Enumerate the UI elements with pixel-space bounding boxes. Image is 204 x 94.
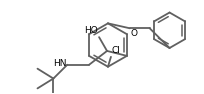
Text: HN: HN	[53, 59, 66, 68]
Text: Cl: Cl	[111, 46, 120, 55]
Text: HO: HO	[84, 26, 98, 35]
Text: O: O	[130, 29, 137, 38]
